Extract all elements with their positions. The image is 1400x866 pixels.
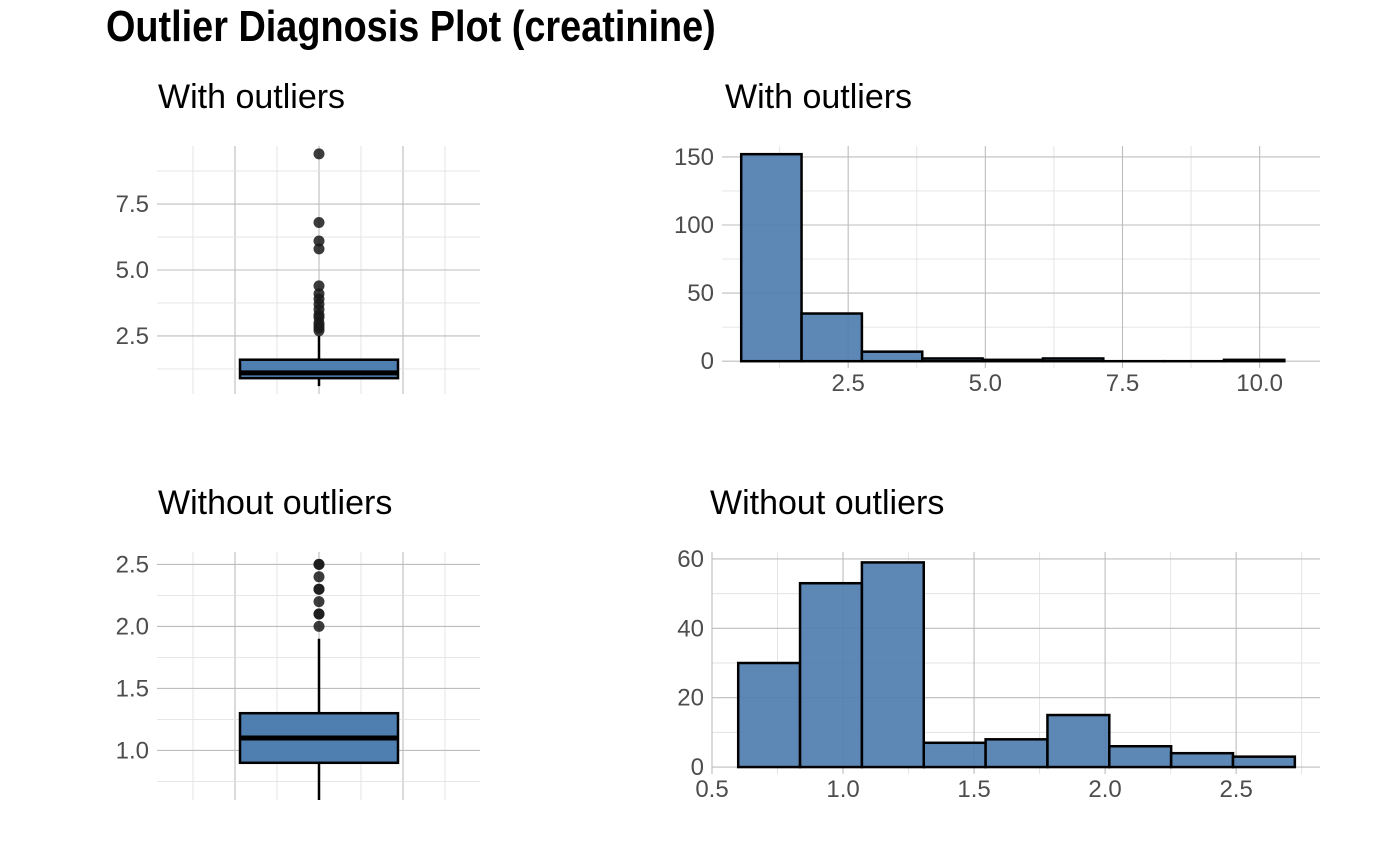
histogram-bar	[922, 741, 987, 769]
plots: 2.5 5.0 7.5 2.5 5.0 7.5 10.0 0 50 100 150 1.0 1.5 2.0…	[116, 144, 1320, 803]
histogram-bar	[1222, 358, 1286, 363]
histogram-bar	[984, 738, 1049, 769]
boxplot-panel-2: 1.0 1.5 2.0 2.5	[116, 551, 480, 800]
y-tick-label: 2.5	[116, 551, 149, 578]
histogram-bar	[1169, 751, 1235, 769]
histogram-bar	[1041, 357, 1105, 363]
outlier-point	[313, 243, 325, 255]
x-tick-label: 2.5	[831, 370, 864, 397]
histogram-bar	[800, 312, 864, 363]
outlier-point	[313, 148, 325, 160]
outlier-point	[313, 558, 325, 570]
y-tick-label: 2.0	[116, 613, 149, 640]
y-tick-label: 40	[677, 615, 704, 642]
outlier-point	[313, 608, 325, 620]
histogram-bar	[739, 152, 803, 363]
outlier-point	[313, 571, 325, 583]
y-tick-label: 2.5	[116, 323, 149, 350]
histogram-bar	[1046, 713, 1111, 769]
y-tick-label: 150	[674, 144, 714, 171]
x-tick-label: 1.0	[826, 776, 859, 803]
y-tick-label: 1.0	[116, 737, 149, 764]
y-tick-label: 60	[677, 546, 704, 573]
panel-title-box-without-outliers: Without outliers	[158, 484, 392, 522]
y-tick-label: 5.0	[116, 257, 149, 284]
y-tick-label: 1.5	[116, 675, 149, 702]
outlier-point	[313, 620, 325, 632]
x-tick-label: 10.0	[1236, 370, 1283, 397]
x-tick-label: 0.5	[695, 776, 728, 803]
histogram-bar	[860, 350, 924, 363]
panel-title-hist-with-outliers: With outliers	[725, 78, 912, 116]
y-tick-label: 0	[691, 754, 704, 781]
histogram-bar	[860, 561, 926, 769]
y-tick-label: 7.5	[116, 191, 149, 218]
box-iqr	[238, 358, 400, 380]
x-tick-label: 7.5	[1106, 370, 1139, 397]
outlier-point	[313, 288, 325, 300]
outlier-point	[313, 596, 325, 608]
y-tick-label: 0	[701, 348, 714, 375]
histogram-bar	[798, 581, 864, 769]
x-tick-label: 5.0	[969, 370, 1002, 397]
x-tick-label: 2.0	[1088, 776, 1121, 803]
boxplot-panel-0: 2.5 5.0 7.5	[116, 146, 480, 394]
x-tick-label: 1.5	[957, 776, 990, 803]
panel-title-hist-without-outliers: Without outliers	[710, 484, 944, 522]
page-title: Outlier Diagnosis Plot (creatinine)	[106, 2, 716, 51]
y-tick-label: 50	[687, 280, 714, 307]
outlier-point	[313, 583, 325, 595]
histogram-bar	[981, 358, 1045, 363]
histogram-bar	[736, 661, 802, 769]
histogram-panel-3: 0.5 1.0 1.5 2.0 2.5 0 20 40 60	[677, 546, 1320, 803]
outlier-point	[313, 235, 325, 247]
y-tick-label: 20	[677, 685, 704, 712]
panel-title-box-with-outliers: With outliers	[158, 78, 345, 116]
histogram-bar	[1108, 745, 1173, 769]
y-tick-label: 100	[674, 212, 714, 239]
outlier-point	[313, 217, 325, 229]
histogram-bar	[1231, 755, 1297, 769]
histogram-bar	[920, 357, 984, 363]
histogram-panel-1: 2.5 5.0 7.5 10.0 0 50 100 150	[674, 144, 1320, 397]
x-tick-label: 2.5	[1219, 776, 1252, 803]
outlier-point	[313, 280, 325, 292]
